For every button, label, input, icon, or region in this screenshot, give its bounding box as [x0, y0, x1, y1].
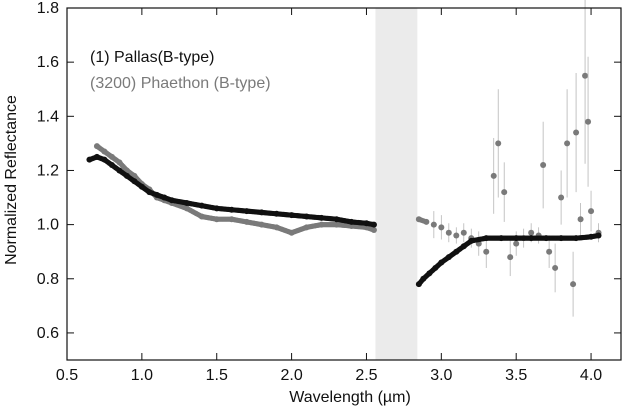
data-point [370, 221, 377, 228]
data-point [501, 189, 508, 196]
y-tick-label: 1.4 [37, 108, 59, 125]
data-point [453, 232, 460, 239]
data-point [588, 208, 595, 215]
data-point [577, 216, 584, 223]
x-axis-label: Wavelength (µm) [289, 389, 411, 406]
data-point [483, 248, 490, 255]
y-axis-label: Normalized Reflectance [3, 95, 20, 265]
x-tick-label: 0.5 [56, 367, 78, 384]
data-point [513, 240, 520, 247]
data-point [438, 224, 445, 231]
x-tick-label: 3.0 [430, 367, 452, 384]
x-tick-label: 4.0 [580, 367, 602, 384]
legend: (1) Pallas(B-type) (3200) Phaethon (B-ty… [90, 49, 271, 92]
data-point [370, 227, 377, 234]
data-point [445, 229, 452, 236]
data-point [507, 254, 514, 261]
ticks-layer: 0.5 1.0 1.5 2.0 2.5 3.0 3.5 4.0 0.6 0.8 1.0 1.2 1.4 1… [37, 0, 621, 384]
data-point [582, 72, 589, 79]
data-point [490, 172, 497, 179]
x-tick-label: 1.5 [206, 367, 228, 384]
data-point [585, 118, 592, 125]
data-point [564, 140, 571, 147]
data-point [460, 229, 467, 236]
data-point [546, 248, 553, 255]
y-tick-label: 1.6 [37, 54, 59, 71]
legend-pallas: (1) Pallas(B-type) [90, 49, 214, 66]
x-tick-label: 2.0 [280, 367, 302, 384]
data-point [570, 281, 577, 288]
y-tick-label: 1.8 [37, 0, 59, 17]
data-point [552, 264, 559, 271]
legend-phaethon: (3200) Phaethon (B-type) [90, 75, 271, 92]
data-point [423, 218, 430, 225]
data-point [528, 229, 535, 236]
data-point [558, 194, 565, 201]
x-tick-label: 2.5 [355, 367, 377, 384]
shaded-region [375, 8, 418, 360]
series-pallas [86, 153, 602, 288]
y-tick-label: 1.2 [37, 162, 59, 179]
data-point [595, 232, 602, 239]
series-phaethon [93, 0, 602, 317]
y-tick-label: 0.8 [37, 271, 59, 288]
y-tick-label: 0.6 [37, 325, 59, 342]
data-point [540, 162, 547, 169]
data-point [573, 129, 580, 136]
plot-frame [66, 7, 622, 361]
data-point [495, 140, 502, 147]
points-layer [86, 0, 602, 317]
x-tick-label: 1.0 [131, 367, 153, 384]
y-tick-label: 1.0 [37, 217, 59, 234]
x-tick-label: 3.5 [505, 367, 527, 384]
data-point [430, 221, 437, 228]
